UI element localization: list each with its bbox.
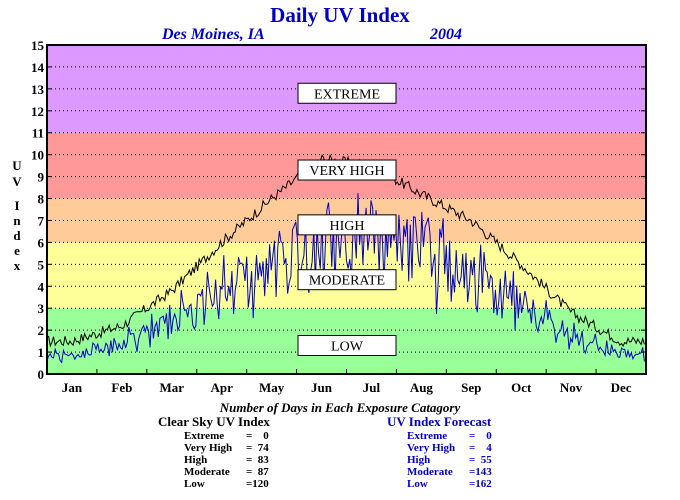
band-label-moderate: MODERATE [309,274,385,289]
x-tick-label-oct: Oct [511,380,532,395]
y-tick-label: 14 [31,60,45,75]
x-tick-label-sep: Sep [461,380,481,395]
clear-sky-count-row: Very High = 74 [184,442,276,454]
x-tick-label-dec: Dec [611,380,632,395]
band-label-very-high: VERY HIGH [309,164,384,179]
clear-sky-count-row: Moderate = 87 [184,466,276,478]
forecast-count-row: Very High = 4 [407,442,499,454]
band-label-box [297,334,397,356]
x-tick-label-apr: Apr [211,380,234,395]
x-tick-label-feb: Feb [111,380,132,395]
city-label: Des Moines, IA [162,26,265,43]
forecast-count-category: Low [407,478,428,490]
forecast-count-value: = 55 [469,454,492,466]
clear-sky-count-category: Extreme [184,430,225,442]
clear-sky-counts: Clear Sky UV Index Extreme = 0 Very High = … [158,414,276,491]
band-label-extreme: EXTREME [314,87,380,102]
band-label-box [297,214,397,236]
band-label-box [297,159,397,181]
forecast-title: UV Index Forecast [387,414,492,429]
y-tick-label: 3 [38,301,45,316]
forecast-count-category: High [407,454,431,466]
clear-sky-count-category: Very High [184,442,233,454]
band-label-box [297,269,397,291]
clear-sky-count-category: Low [184,478,205,490]
series-line-forecast [46,192,645,364]
x-tick-label-nov: Nov [560,380,583,395]
y-tick-label: 13 [31,82,45,97]
y-tick-label: 6 [38,235,45,250]
forecast-count-category: Very High [407,442,456,454]
chart-title: Daily UV Index [270,3,410,27]
forecast-count-category: Moderate [407,466,453,478]
clear-sky-count-category: High [184,454,208,466]
forecast-count-value: =143 [469,466,492,478]
y-tick-label: 5 [38,257,45,272]
y-tick-label: 0 [38,367,45,382]
y-tick-label: 7 [38,213,45,228]
clear-sky-count-value: = 83 [246,454,269,466]
forecast-count-value: =162 [469,478,492,490]
forecast-count-row: Moderate =143 [407,466,499,478]
clear-sky-count-category: Moderate [184,466,230,478]
clear-sky-count-value: = 0 [246,430,269,442]
x-tick-label-jun: Jun [311,380,333,395]
forecast-count-value: = 4 [469,442,492,454]
y-tick-label: 1 [38,345,45,360]
forecast-count-category: Extreme [407,430,448,442]
clear-sky-count-row: High = 83 [184,454,276,466]
year-label: 2004 [430,26,462,43]
clear-sky-count-value: = 87 [246,466,269,478]
clear-sky-count-value: =120 [246,478,269,490]
y-tick-label: 8 [38,192,45,207]
y-tick-label: 15 [31,38,45,53]
counts-heading: Number of Days in Each Exposure Catagory [219,400,461,415]
band-label-high: HIGH [330,219,365,234]
clear-sky-count-row: Extreme = 0 [184,430,276,442]
x-tick-label-may: May [259,380,285,395]
band-label-box [297,82,397,104]
y-tick-label: 9 [38,170,45,185]
clear-sky-count-value: = 74 [246,442,269,454]
x-tick-label-jul: Jul [363,380,381,395]
forecast-count-row: Low =162 [407,478,499,490]
clear-sky-count-row: Low =120 [184,478,276,490]
x-tick-label-mar: Mar [160,380,185,395]
clear-sky-title: Clear Sky UV Index [158,414,270,429]
band-label-low: LOW [331,339,364,354]
forecast-count-row: Extreme = 0 [407,430,499,442]
y-tick-label: 11 [32,126,44,141]
x-tick-label-aug: Aug [410,380,434,395]
y-tick-label: 12 [31,104,44,119]
y-tick-label: 4 [38,279,45,294]
x-tick-label-jan: Jan [62,380,83,395]
y-tick-label: 2 [38,323,45,338]
forecast-count-value: = 0 [469,430,492,442]
y-tick-label: 10 [31,148,44,163]
forecast-counts: UV Index Forecast Extreme = 0 Very High = 4… [387,414,499,491]
forecast-count-row: High = 55 [407,454,499,466]
